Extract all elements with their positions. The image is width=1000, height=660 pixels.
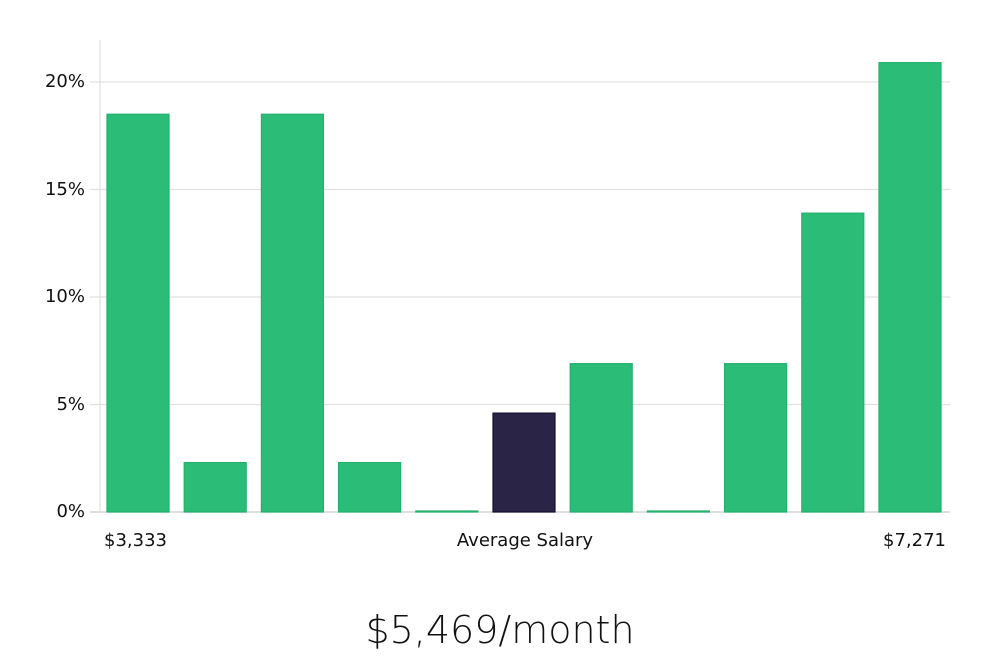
bar bbox=[260, 113, 324, 513]
bar-average-highlight bbox=[492, 412, 556, 513]
y-tick-label: 10% bbox=[44, 286, 85, 307]
bar bbox=[106, 113, 170, 513]
average-salary-summary: $5,469/month bbox=[365, 608, 635, 652]
y-tick-label: 5% bbox=[56, 393, 85, 415]
bar bbox=[878, 62, 942, 513]
bar bbox=[646, 510, 711, 513]
bar bbox=[338, 461, 402, 513]
x-axis-label: Average Salary bbox=[456, 530, 594, 551]
bar bbox=[183, 461, 247, 513]
x-min-label: $3,333 bbox=[104, 530, 167, 551]
y-tick-label: 20% bbox=[44, 71, 85, 92]
bar bbox=[801, 212, 865, 513]
bar bbox=[723, 363, 788, 513]
x-max-label: $7,271 bbox=[883, 530, 946, 551]
bar-plot bbox=[90, 40, 950, 513]
y-tick-label: 0% bbox=[56, 501, 85, 522]
y-tick-label: 15% bbox=[44, 178, 85, 200]
bar bbox=[415, 510, 479, 513]
bar bbox=[569, 363, 633, 513]
